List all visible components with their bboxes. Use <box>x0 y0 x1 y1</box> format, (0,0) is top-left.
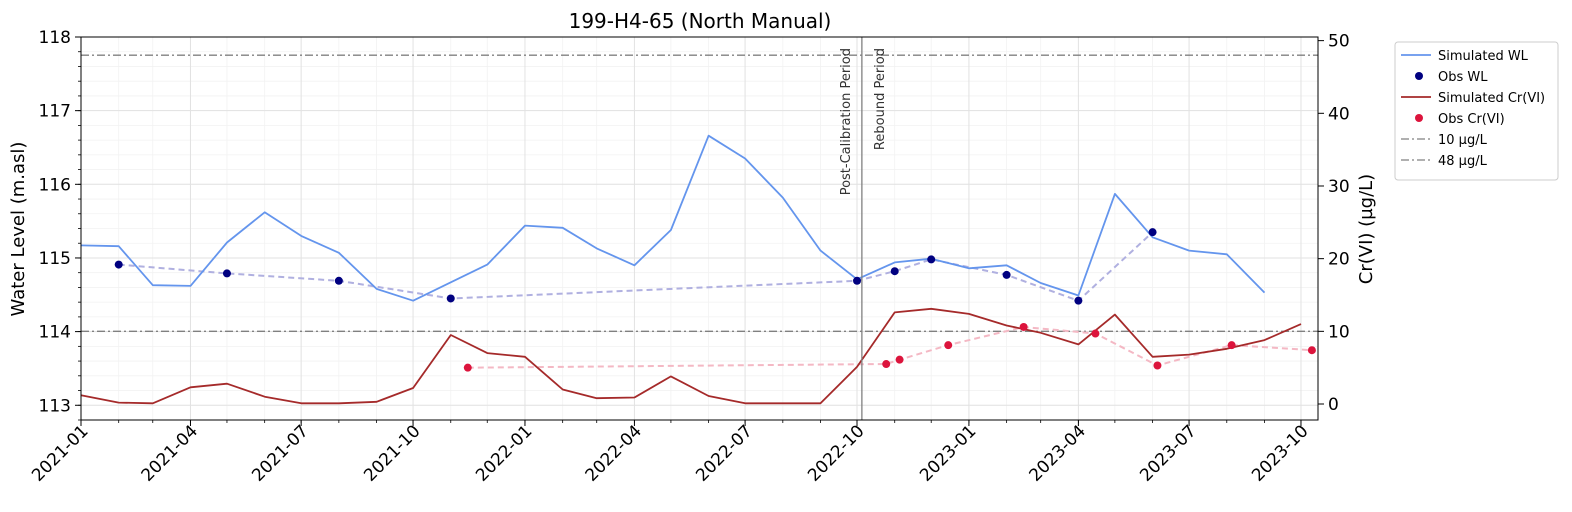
trend-line <box>467 325 1312 369</box>
y-right-tick-label: 30 <box>1328 177 1350 197</box>
data-point <box>882 360 891 369</box>
data-point <box>1002 270 1011 279</box>
data-point <box>890 267 899 276</box>
data-point <box>895 355 904 364</box>
data-point <box>853 276 862 285</box>
legend-label: 10 µg/L <box>1438 133 1488 148</box>
legend-marker <box>1415 72 1423 80</box>
data-point <box>1019 322 1028 331</box>
observation-trend-lines <box>118 231 1312 369</box>
data-point <box>1074 296 1083 305</box>
y-axis-label-left: Water Level (m.asl) <box>8 142 29 317</box>
x-axis-ticks: 2021-01 2021-04 2021-07 2021-10 2022-01 2022-… <box>28 420 1313 486</box>
y-left-tick-label: 115 <box>39 249 71 269</box>
legend-label: Obs Cr(VI) <box>1438 112 1505 127</box>
x-tick-label: 2022-10 <box>804 421 868 485</box>
x-tick-label: 2021-04 <box>138 421 202 485</box>
legend-label: 48 µg/L <box>1438 154 1488 169</box>
y-right-tick-label: 0 <box>1328 395 1339 415</box>
y-right-tick-label: 40 <box>1328 104 1350 124</box>
data-point <box>222 269 231 278</box>
data-point <box>1091 329 1100 338</box>
x-tick-label: 2021-10 <box>360 421 424 485</box>
data-point <box>1148 228 1157 237</box>
x-tick-label: 2023-07 <box>1136 421 1200 485</box>
y-left-tick-label: 114 <box>39 323 71 343</box>
data-point <box>446 294 455 303</box>
series-lines <box>80 134 1302 405</box>
y-left-tick-label: 118 <box>39 28 71 48</box>
data-point <box>1307 346 1316 355</box>
y-right-tick-label: 10 <box>1328 322 1350 342</box>
x-tick-label: 2021-01 <box>28 421 92 485</box>
data-point <box>927 255 936 264</box>
y-axis-label-right: Cr(VI) (µg/L) <box>1356 174 1377 284</box>
period-divider: Post-Calibration Period Rebound Period <box>839 37 888 420</box>
data-point <box>334 276 343 285</box>
legend-box <box>1394 41 1559 181</box>
y-right-tick-label: 50 <box>1328 32 1350 52</box>
trend-line <box>118 231 1154 302</box>
y-right-tick-label: 20 <box>1328 250 1350 270</box>
data-point <box>114 260 123 269</box>
y-left-tick-label: 113 <box>39 396 71 416</box>
x-tick-label: 2022-04 <box>582 421 646 485</box>
y-left-tick-label: 117 <box>39 102 71 122</box>
x-tick-label: 2022-07 <box>692 421 756 485</box>
data-point <box>1227 341 1236 350</box>
legend-label: Simulated WL <box>1438 49 1529 64</box>
series-points <box>114 228 1316 372</box>
data-point <box>944 341 953 350</box>
x-tick-label: 2021-07 <box>248 421 312 485</box>
y-axis-ticks-left: 113 114 115 116 117 118 <box>39 28 81 421</box>
x-tick-label: 2023-10 <box>1248 421 1312 485</box>
y-axis-ticks-right: 0 10 20 30 40 50 <box>1318 32 1350 415</box>
legend: Simulated WL Obs WL Simulated Cr(VI) Obs Cr… <box>1394 41 1559 181</box>
series-line <box>80 307 1302 405</box>
series-line <box>80 134 1266 302</box>
data-point <box>1153 361 1162 370</box>
x-tick-label: 2022-01 <box>472 421 536 485</box>
data-point <box>463 363 472 372</box>
x-tick-label: 2023-04 <box>1026 421 1090 485</box>
chart-title: 199-H4-65 (North Manual) <box>569 9 832 33</box>
period-label-right: Rebound Period <box>873 48 888 150</box>
x-tick-label: 2023-01 <box>916 421 980 485</box>
legend-marker <box>1415 114 1423 122</box>
threshold-lines <box>81 54 1318 332</box>
y-left-tick-label: 116 <box>39 175 71 195</box>
legend-label: Obs WL <box>1438 70 1488 85</box>
period-label-left: Post-Calibration Period <box>839 48 854 195</box>
grid <box>80 36 1318 421</box>
legend-label: Simulated Cr(VI) <box>1438 91 1545 106</box>
